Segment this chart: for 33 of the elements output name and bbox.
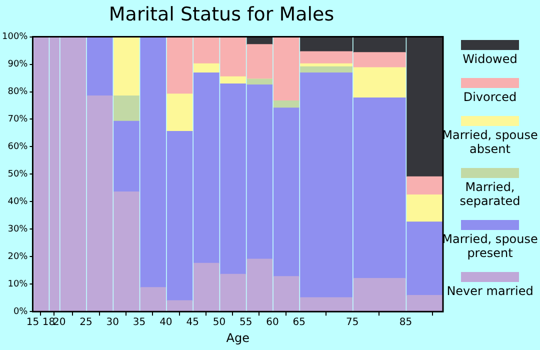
y-tick-label: 10% [8, 279, 28, 290]
legend-label: Never married [446, 284, 534, 298]
y-tick-label: 20% [8, 252, 28, 262]
legend-label: Married, separated [458, 180, 522, 208]
y-tick-label: 30% [8, 224, 28, 235]
y-tick-label: 90% [8, 60, 28, 70]
y-tick-label: 40% [8, 197, 28, 208]
x-tick-label: 60 [266, 317, 279, 328]
y-tick-label: 50% [8, 170, 28, 180]
x-tick-label: 75 [346, 317, 359, 328]
x-tick-label: 15 [26, 317, 40, 328]
x-tick-label: 40 [160, 317, 172, 328]
x-axis-title: Age [226, 330, 250, 345]
legend-label: Widowed [462, 52, 518, 66]
legend-label: Married, spouse present [441, 232, 539, 260]
x-tick-label: 55 [239, 317, 252, 328]
x-tick-label: 65 [292, 317, 306, 328]
legend-label: Married, spouse absent [441, 128, 539, 156]
chart-title: Marital Status for Males [108, 3, 334, 26]
y-tick-label: 70% [8, 114, 28, 125]
x-tick-label: 30 [106, 317, 120, 328]
y-tick-label: 0% [13, 306, 28, 317]
x-tick-label: 18 [42, 317, 56, 328]
x-tick-label: 25 [80, 317, 92, 328]
x-tick-label: 50 [212, 317, 226, 328]
y-tick-label: 60% [8, 142, 28, 152]
x-tick-label: 45 [186, 317, 199, 328]
y-tick-label: 100% [2, 32, 28, 42]
y-tick-label: 80% [8, 87, 28, 98]
x-tick-label: 20 [53, 317, 66, 328]
x-tick-label: 85 [399, 317, 412, 328]
x-tick-label: 35 [132, 317, 146, 328]
legend-label: Divorced [463, 90, 517, 104]
